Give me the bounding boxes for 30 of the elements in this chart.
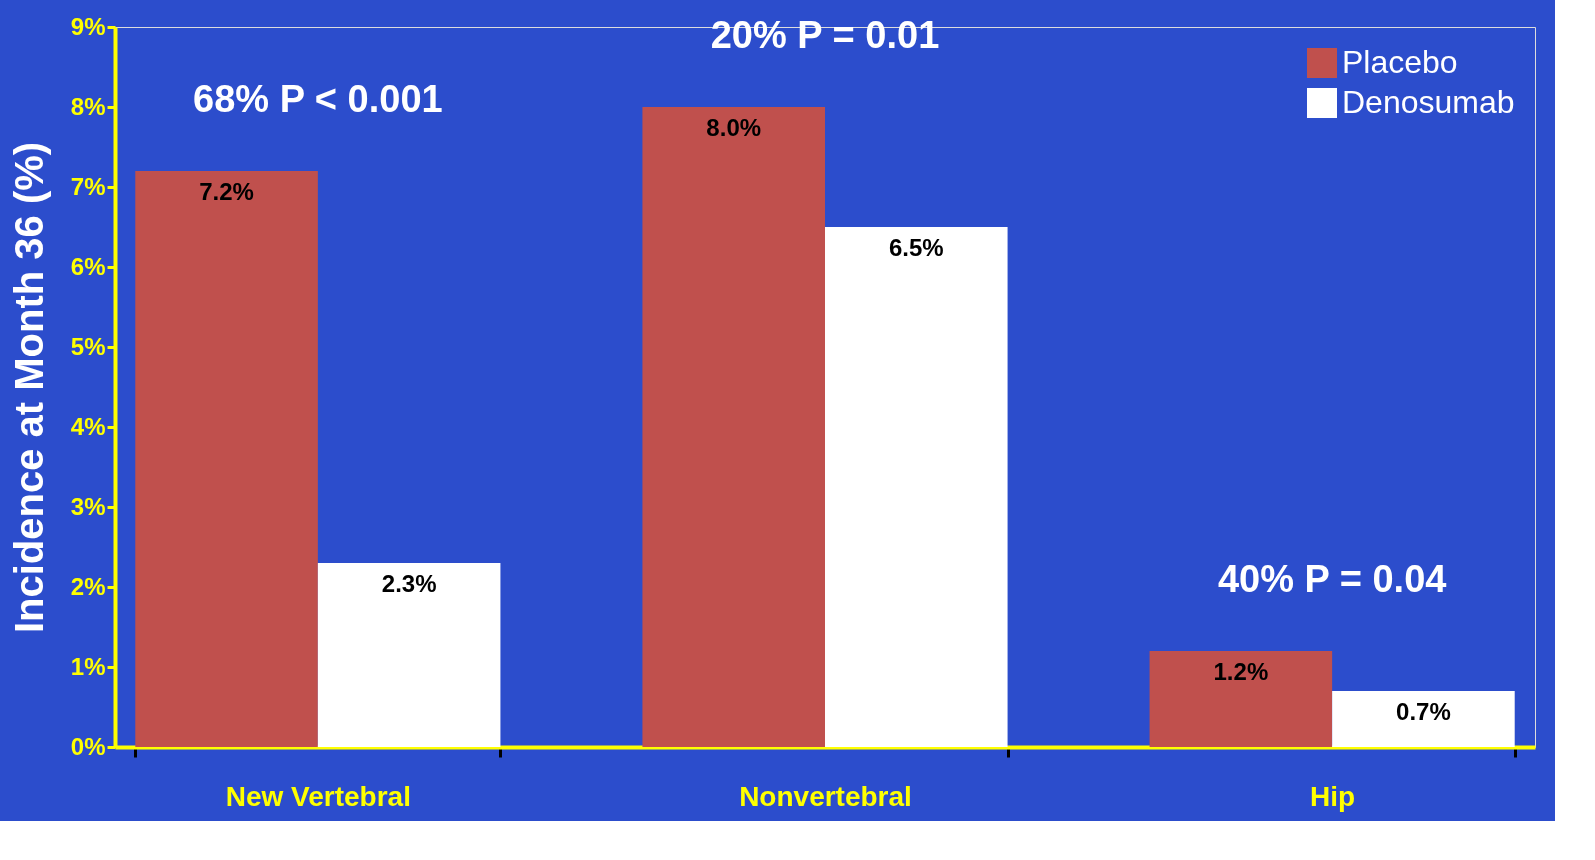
bar (825, 227, 1008, 747)
y-tick-label: 5% (70, 332, 106, 360)
x-tick-label: Nonvertebral (739, 780, 912, 812)
bar (317, 563, 501, 747)
y-tick-label: 9% (70, 12, 106, 40)
data-label: 0.7% (1396, 698, 1451, 725)
bar (1149, 651, 1333, 747)
data-label: 1.2% (1213, 658, 1269, 685)
legend-label: Placebo (1342, 44, 1458, 80)
bar (135, 171, 318, 747)
y-tick-label: 0% (70, 732, 106, 760)
x-tick-label: New Vertebral (225, 780, 411, 812)
y-tick-label: 7% (70, 172, 106, 200)
bar (1332, 691, 1515, 747)
legend-label: Denosumab (1342, 84, 1515, 120)
y-tick-label: 4% (70, 412, 106, 440)
y-tick-label: 2% (70, 572, 106, 600)
x-tick-label: Hip (1310, 780, 1356, 812)
data-label: 7.2% (199, 178, 254, 205)
data-label: 8.0% (706, 114, 762, 141)
y-tick-label: 1% (70, 652, 106, 680)
annotation: 40% P = 0.04 (1217, 558, 1447, 600)
y-tick-label: 6% (70, 252, 106, 280)
y-axis-title: Incidence at Month 36 (%) (6, 141, 51, 634)
data-label: 6.5% (888, 234, 944, 261)
bar (642, 107, 825, 747)
annotation: 68% P < 0.001 (193, 78, 443, 120)
y-tick-label: 8% (70, 92, 106, 120)
y-tick-label: 3% (70, 492, 106, 520)
data-label: 2.3% (381, 570, 437, 597)
